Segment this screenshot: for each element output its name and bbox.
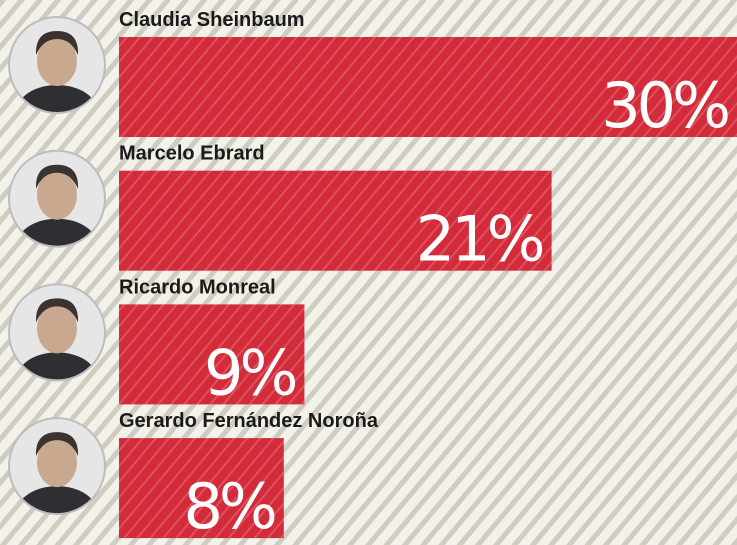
photo-hair	[35, 31, 79, 55]
bar-hatch	[119, 37, 737, 137]
photo	[8, 16, 106, 114]
photo	[8, 149, 106, 248]
value-label: 21%	[416, 203, 543, 276]
photo-head	[37, 169, 77, 220]
photo-body	[17, 85, 97, 112]
photo	[8, 283, 106, 382]
value-label: 8%	[183, 470, 274, 543]
photo-head	[37, 303, 77, 354]
photo-inner	[10, 419, 104, 514]
photo-body	[17, 486, 97, 514]
category-label: Claudia Sheinbaum	[119, 9, 305, 31]
photo-body	[17, 218, 97, 246]
value-label: 30%	[601, 69, 728, 142]
category-label: Marcelo Ebrard	[119, 143, 265, 165]
photo-hair	[35, 298, 79, 323]
bar-hatch	[119, 304, 305, 405]
photo-head	[37, 36, 77, 86]
category-label: Gerardo Fernández Noroña	[119, 410, 379, 432]
category-label: Ricardo Monreal	[119, 276, 276, 298]
photo-hair	[35, 432, 79, 457]
photo-inner	[10, 151, 104, 246]
photo	[8, 417, 106, 516]
bar-hatch	[119, 438, 284, 539]
photo-inner	[10, 18, 104, 112]
photo-inner	[10, 285, 104, 380]
photo-head	[37, 437, 77, 488]
value-label: 9%	[204, 336, 295, 409]
photo-body	[17, 352, 97, 380]
photo-hair	[35, 164, 79, 189]
bar-hatch	[119, 170, 552, 271]
